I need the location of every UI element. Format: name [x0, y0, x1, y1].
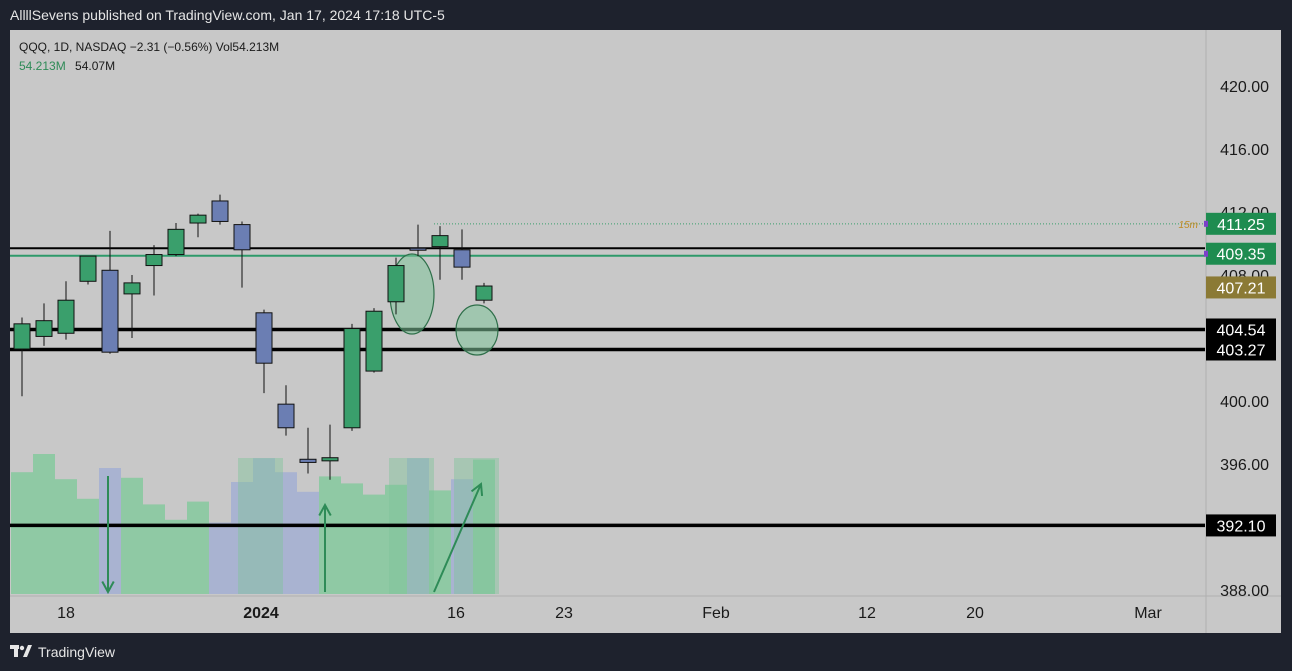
level-price-tag-label: 404.54	[1217, 322, 1266, 339]
price-axis-label: 420.00	[1220, 79, 1269, 96]
volume-bar	[165, 519, 187, 594]
volume-bar	[363, 494, 385, 594]
volume-bar	[319, 476, 341, 594]
annotation-arrowhead	[101, 580, 115, 595]
time-axis-label: 23	[555, 605, 573, 622]
volume-bar	[209, 522, 231, 594]
volume-bar	[451, 479, 473, 594]
price-tag	[1206, 212, 1276, 235]
plot-area: 15m	[10, 194, 1205, 595]
volume-bar	[341, 483, 363, 594]
volume-bar	[143, 504, 165, 594]
annotation-arrowhead	[470, 482, 484, 497]
volume-bar	[11, 472, 33, 594]
candle-body	[101, 269, 119, 353]
symbol-info: QQQ, 1D, NASDAQ −2.31 (−0.56%) Vol54.213…	[19, 40, 280, 54]
price-marker	[1204, 250, 1208, 257]
candle-body	[365, 310, 383, 372]
volume-info: 54.213M 54.07M	[19, 57, 279, 76]
tradingview-logo[interactable]: TradingView	[10, 644, 115, 660]
price-axis-label: 400.00	[1220, 394, 1269, 411]
dotted-line-label: 15m	[1179, 220, 1198, 231]
time-axis-label: Mar	[1134, 605, 1162, 622]
chart-legend: QQQ, 1D, NASDAQ −2.31 (−0.56%) Vol54.213…	[19, 38, 279, 76]
volume-bar	[55, 479, 77, 594]
time-axis-label: 20	[966, 605, 984, 622]
volume-bar	[231, 482, 253, 594]
time-axis-label: Feb	[702, 605, 730, 622]
published-text: AllllSevens published on TradingView.com…	[10, 7, 445, 23]
level-price-tag	[1206, 514, 1276, 537]
time-axis-label: 12	[858, 605, 876, 622]
published-header: AllllSevens published on TradingView.com…	[0, 0, 1292, 30]
candle-body	[123, 282, 141, 295]
price-axis-label: 396.00	[1220, 457, 1269, 474]
highlight-ellipse	[455, 304, 499, 356]
volume-bar	[429, 490, 451, 594]
footer-bar: TradingView	[0, 633, 1292, 671]
price-tag-label: 411.25	[1217, 217, 1265, 234]
level-price-tag	[1206, 318, 1276, 341]
volume-bar	[121, 477, 143, 594]
volume-bar	[77, 498, 99, 594]
candle-body	[255, 312, 273, 364]
candle-body	[277, 403, 295, 429]
price-axis-label: 416.00	[1220, 142, 1269, 159]
candle-body	[57, 299, 75, 334]
volume-bar	[275, 472, 297, 594]
candle-body	[409, 247, 427, 251]
volume-value: 54.213M	[19, 59, 66, 73]
price-axis-label: 388.00	[1220, 583, 1269, 600]
time-axis-label: 16	[447, 605, 465, 622]
volume-bar	[187, 501, 209, 594]
price-tag-label: 407.21	[1217, 280, 1266, 297]
volume-bar	[99, 468, 121, 594]
candle-body	[35, 320, 53, 337]
level-price-tag	[1206, 338, 1276, 361]
candle-body	[145, 254, 163, 267]
brand-name: TradingView	[38, 644, 116, 660]
candle-body	[453, 249, 471, 268]
candle-body	[189, 214, 207, 224]
candle-body	[387, 265, 405, 303]
tradingview-logo-icon	[10, 645, 32, 657]
annotation-arrowhead	[318, 502, 332, 517]
candle-body	[167, 228, 185, 256]
price-tag	[1206, 242, 1276, 265]
level-price-tag-label: 392.10	[1217, 518, 1266, 535]
volume-ma: 54.07M	[75, 59, 116, 73]
candle-body	[299, 458, 317, 463]
price-marker	[1204, 220, 1208, 227]
candle-body	[431, 235, 449, 248]
volume-bar	[385, 484, 407, 594]
price-tag	[1206, 276, 1276, 299]
time-axis-label: 18	[57, 605, 75, 622]
candle-body	[13, 323, 31, 350]
annotation-arrow	[433, 483, 482, 593]
volume-bar	[297, 491, 319, 594]
candle-body	[475, 285, 493, 301]
candle-body	[343, 328, 361, 429]
time-axis-label: 2024	[243, 605, 279, 622]
candle-body	[211, 200, 229, 222]
candle-body	[79, 255, 97, 282]
candle-body	[321, 457, 339, 462]
level-price-tag-label: 403.27	[1217, 342, 1266, 359]
candle-body	[233, 224, 251, 251]
price-tag-label: 409.35	[1217, 247, 1266, 264]
